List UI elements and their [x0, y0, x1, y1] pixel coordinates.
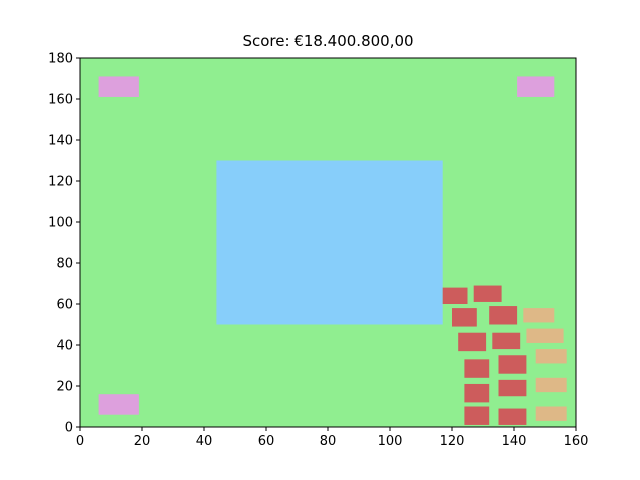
red-brick — [473, 285, 502, 302]
red-brick — [498, 379, 527, 397]
corner-marker — [98, 394, 139, 415]
red-brick — [458, 332, 487, 352]
x-tick-label: 20 — [134, 434, 151, 449]
y-tick-label: 40 — [56, 339, 73, 354]
red-brick — [492, 332, 521, 350]
world-objects — [98, 76, 567, 425]
x-tick-label: 0 — [76, 434, 84, 449]
y-tick-label: 120 — [48, 175, 73, 190]
y-tick-label: 100 — [48, 216, 73, 231]
x-tick-label: 40 — [196, 434, 213, 449]
y-tick-label: 160 — [48, 93, 73, 108]
x-tick-label: 100 — [378, 434, 403, 449]
tan-brick — [526, 328, 564, 343]
red-brick — [442, 287, 468, 304]
x-axis: 0 20 40 60 80 100 120 140 160 — [76, 427, 589, 449]
tan-brick — [535, 377, 567, 393]
score-display: Score: €18.400.800,00 — [242, 32, 414, 50]
pond — [216, 160, 443, 325]
y-tick-label: 140 — [48, 134, 73, 149]
red-brick — [452, 308, 477, 327]
y-tick-label: 180 — [48, 52, 73, 67]
tan-brick — [535, 406, 567, 421]
tan-brick — [535, 349, 567, 364]
corner-marker — [98, 76, 139, 97]
y-tick-label: 0 — [65, 421, 73, 436]
red-brick — [498, 408, 527, 425]
x-tick-label: 60 — [258, 434, 275, 449]
corner-marker — [517, 76, 555, 97]
y-tick-label: 20 — [56, 380, 73, 395]
red-brick — [498, 355, 527, 374]
red-brick — [464, 359, 490, 378]
tan-brick — [523, 308, 555, 323]
x-tick-label: 140 — [502, 434, 527, 449]
y-tick-label: 80 — [56, 257, 73, 272]
red-brick — [464, 383, 490, 403]
y-axis: 0 20 40 60 80 100 120 140 160 180 — [48, 52, 80, 436]
x-tick-label: 160 — [564, 434, 589, 449]
red-brick — [489, 306, 518, 325]
y-tick-label: 60 — [56, 298, 73, 313]
x-tick-label: 120 — [440, 434, 465, 449]
x-tick-label: 80 — [320, 434, 337, 449]
red-brick — [464, 406, 490, 425]
